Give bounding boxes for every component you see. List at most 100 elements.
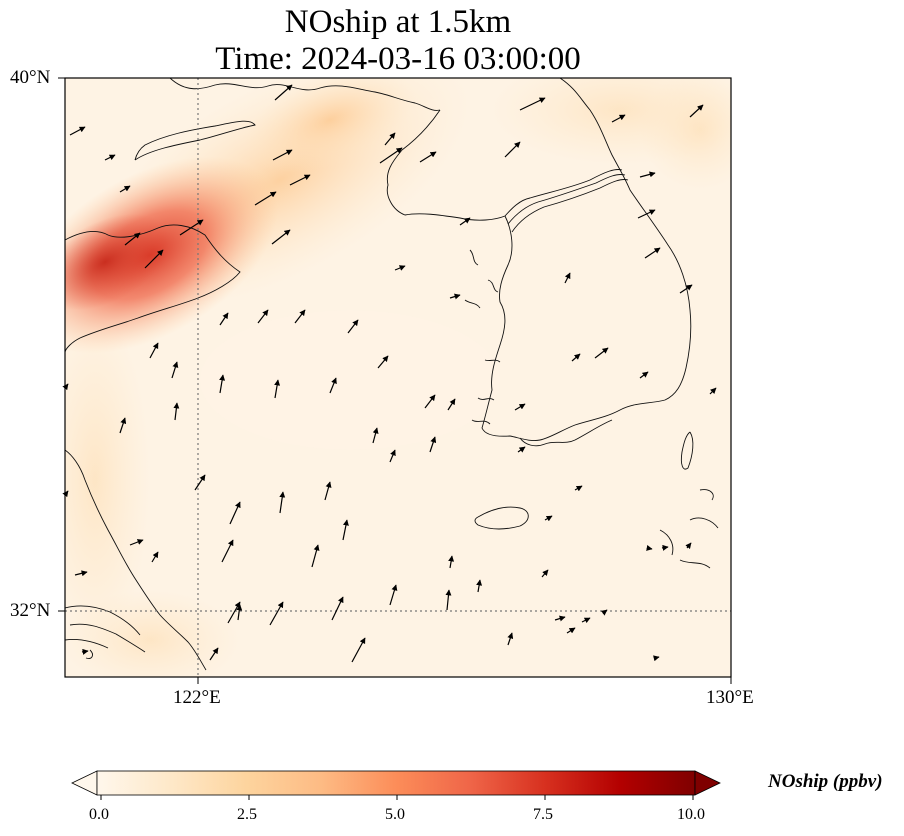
concentration-field [65,78,731,677]
wind-arrow [574,485,583,492]
title-line-2: Time: 2024-03-16 03:00:00 [215,41,581,77]
wind-arrow [394,265,406,271]
wind-arrow [514,403,526,411]
wind-arrow [81,648,89,655]
wind-arrow [544,515,553,522]
wind-arrow [419,151,437,163]
colorbar-label-10: 10.0 [677,806,705,823]
wind-arrow [271,229,291,245]
wind-arrow [639,171,656,178]
axis-ticks [58,77,732,684]
wind-arrow [600,609,608,616]
wind-arrow [274,84,293,101]
wind-arrow [372,427,379,444]
wind-arrow [179,219,204,236]
wind-arrow [119,185,131,193]
wind-arrow [689,104,704,118]
wind-arrow [173,402,180,421]
wind-arrow [151,551,159,563]
wind-arrow [219,312,229,326]
lon-label-130: 130°E [706,687,754,708]
wind-arrow [685,542,692,550]
wind-arrow [507,632,514,646]
wind-arrow [294,309,306,324]
wind-arrow [331,596,344,621]
colorbar-label-5: 5.0 [385,806,405,823]
wind-arrow [171,361,179,379]
wind-arrow [449,293,461,300]
wind-arrow [257,309,269,324]
lat-label-40: 40°N [10,67,51,88]
wind-arrow [554,615,566,622]
wind-arrow [272,149,293,161]
wind-arrow [219,374,226,394]
wind-arrow [639,371,649,379]
wind-arrow [637,209,656,219]
wind-arrow [679,284,693,294]
wind-arrow [448,555,455,569]
wind-arrow [209,647,219,661]
wind-arrow [74,570,88,577]
wind-arrow [661,544,669,551]
wind-arrow [653,655,660,662]
wind-arrow [644,247,661,259]
wind-arrow [519,97,546,111]
wind-arrow [129,539,144,546]
colorbar-label-2-5: 2.5 [237,806,257,823]
colorbar-label-0: 0.0 [89,806,109,823]
wind-arrow [424,394,436,409]
wind-arrow [279,491,286,514]
wind-arrow [119,417,127,434]
wind-arrow [709,387,717,395]
wind-arrow [646,544,653,551]
wind-arrow [104,154,116,161]
wind-arrow [324,481,332,501]
wind-arrow [377,355,389,369]
wind-arrow [504,141,521,158]
wind-arrow [269,601,284,626]
wind-arrow [311,544,320,568]
gridlines [65,78,731,677]
wind-arrow [124,232,141,246]
colorbar [71,770,721,800]
wind-arrow [566,627,576,634]
wind-arrow [429,436,437,453]
map-frame [64,77,732,678]
wind-arrow [517,446,526,453]
wind-arrow [351,637,366,663]
wind-arrow [459,217,471,226]
wind-arrow [564,272,571,284]
wind-arrow [329,377,337,394]
title-line-1: NOship at 1.5km [284,4,512,40]
wind-arrow [541,569,549,578]
wind-arrow [389,584,398,606]
lon-label-122: 122°E [173,687,221,708]
wind-arrow [594,347,609,359]
colorbar-title: NOship (ppbv) [768,771,883,792]
wind-arrow [581,617,591,624]
wind-arrow [347,319,359,334]
wind-arrow [342,519,349,541]
wind-arrow [221,539,234,563]
wind-arrow [289,174,311,186]
wind-arrow [571,353,581,362]
wind-arrow [611,114,626,123]
wind-arrow [149,342,159,359]
lat-label-32: 32°N [10,600,51,621]
wind-arrow [229,501,241,525]
wind-arrow [254,191,277,206]
wind-arrow [384,132,396,146]
wind-arrow [69,126,86,136]
wind-arrow [379,147,403,164]
wind-arrow [447,398,456,411]
colorbar-label-7-5: 7.5 [533,806,553,823]
wind-arrow [274,379,281,399]
wind-arrow [476,579,483,593]
wind-arrow [227,601,241,624]
wind-arrow [445,589,452,611]
wind-arrow [389,449,396,463]
wind-arrow [194,474,206,491]
colorbar-extend-max [694,770,721,796]
colorbar-extend-min [71,770,98,796]
